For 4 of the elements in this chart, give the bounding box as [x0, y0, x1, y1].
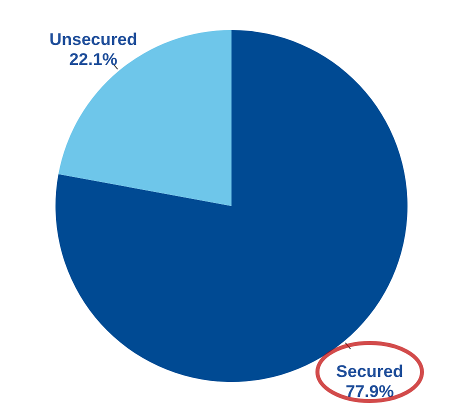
- slice-label: Unsecured: [49, 30, 138, 50]
- data-label: 22.1%: [69, 50, 118, 70]
- slice-label: Secured: [336, 362, 404, 381]
- data-label: 77.9%: [346, 382, 394, 401]
